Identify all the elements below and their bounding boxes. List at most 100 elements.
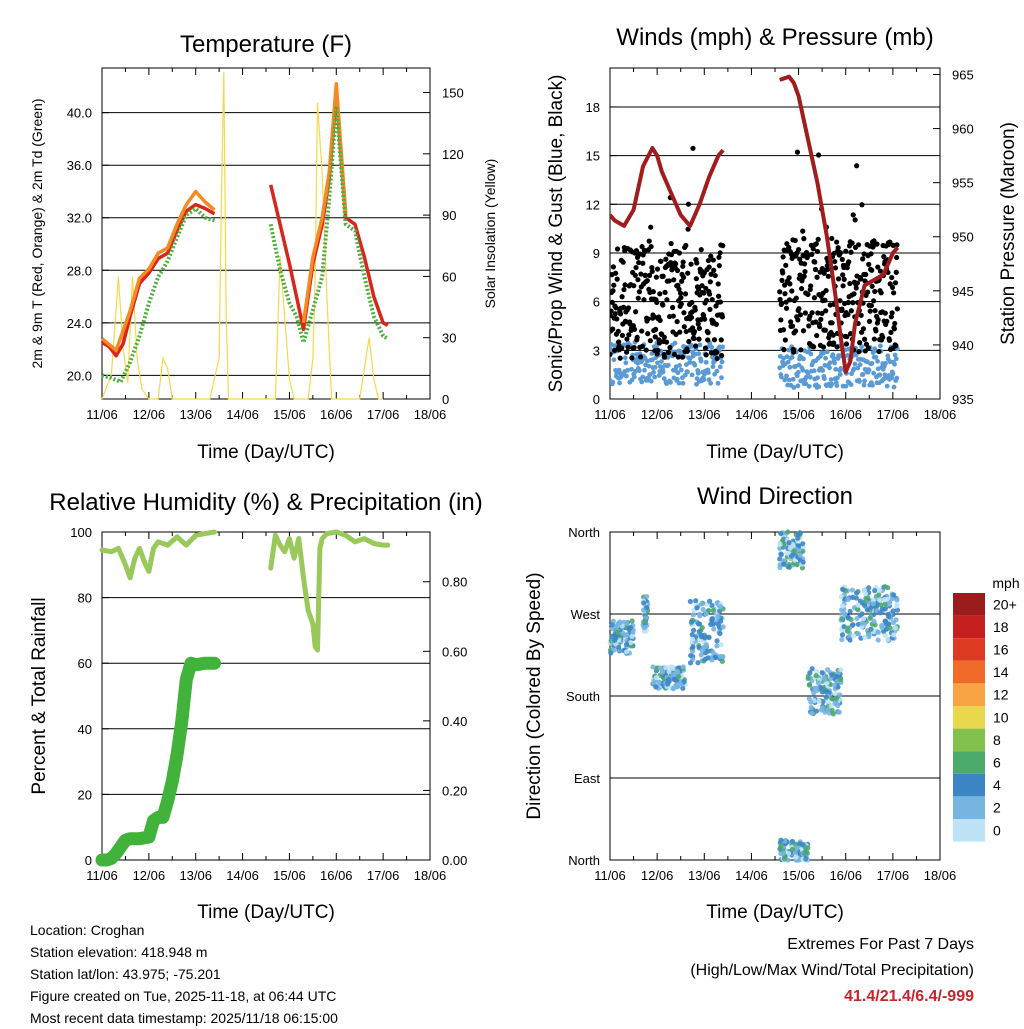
wind-speed-point xyxy=(820,350,826,356)
winds-ytick-label: 0 xyxy=(593,392,600,407)
wind-speed-point xyxy=(816,384,822,390)
wind-gust-point xyxy=(786,275,792,281)
wind-speed-point xyxy=(795,383,801,389)
wind-direction-point xyxy=(882,596,888,603)
wind-speed-point xyxy=(784,373,789,379)
wind-gust-point xyxy=(869,283,875,289)
wind-gust-point xyxy=(683,242,689,249)
wind-direction-point xyxy=(653,684,659,690)
legend-title: mph xyxy=(992,575,1019,591)
wind-gust-point xyxy=(668,259,674,266)
wind-gust-point xyxy=(631,344,637,351)
humidity-xtick-label: 14/06 xyxy=(226,868,259,883)
wind-gust-point xyxy=(822,327,828,333)
wind-direction-point xyxy=(654,675,660,681)
wind-direction-point xyxy=(853,590,860,596)
wind-direction-point xyxy=(703,611,709,617)
wind-gust-point xyxy=(811,344,817,350)
wind-gust-point xyxy=(645,331,651,337)
wind-direction-point xyxy=(714,638,720,644)
winds-xtick-label: 11/06 xyxy=(594,407,626,422)
wind_direction-xtick-label: 14/06 xyxy=(735,868,768,883)
wind-gust-point xyxy=(646,238,652,244)
wind-speed-point xyxy=(710,364,716,370)
wind-direction-point xyxy=(623,632,629,638)
wind-gust-point xyxy=(850,212,856,218)
humidity-xtick-label: 17/06 xyxy=(367,868,400,883)
wind-speed-point xyxy=(859,344,865,349)
wind-speed-point xyxy=(677,362,682,368)
wind-speed-point xyxy=(820,368,826,373)
wind-gust-point xyxy=(688,314,695,321)
wind-speed-point xyxy=(629,366,634,372)
wind-gust-point xyxy=(661,334,667,340)
wind-gust-point xyxy=(871,336,877,342)
wind-gust-point xyxy=(648,224,654,230)
wind-gust-point xyxy=(670,313,676,319)
wind-gust-point xyxy=(691,328,698,335)
wind-gust-point xyxy=(889,284,896,290)
wind-gust-point xyxy=(702,345,709,351)
wind-gust-point xyxy=(705,330,711,336)
wind-speed-point xyxy=(647,372,653,377)
temperature-xlabel: Time (Day/UTC) xyxy=(197,442,335,463)
wind-direction-point xyxy=(628,640,634,646)
wind-gust-point xyxy=(886,337,893,343)
legend-swatch xyxy=(953,593,985,616)
wind-direction-point xyxy=(794,562,800,568)
wind-direction-point xyxy=(680,664,686,670)
wind-gust-point xyxy=(782,291,788,297)
temperature-series-line xyxy=(268,104,389,345)
winds-y2tick-label: 950 xyxy=(952,230,974,245)
wind-gust-point xyxy=(619,294,625,300)
legend-label: 2 xyxy=(993,800,1001,816)
wind-gust-point xyxy=(633,309,639,315)
wind-speed-point xyxy=(823,355,828,361)
humidity-y2tick-label: 0.00 xyxy=(442,853,467,868)
wind-direction-point xyxy=(797,530,803,536)
wind-direction-point xyxy=(862,634,868,640)
wind-speed-point xyxy=(714,368,720,374)
wind-speed-point xyxy=(652,374,658,380)
humidity-frame xyxy=(101,531,431,861)
wind-gust-point xyxy=(619,332,626,339)
wind-speed-point xyxy=(827,360,833,366)
wind-speed-point xyxy=(803,374,809,380)
wind-gust-point xyxy=(868,302,874,309)
wind-direction-point xyxy=(819,670,825,676)
wind-direction-point xyxy=(695,621,701,627)
wind-gust-point xyxy=(783,262,789,268)
wind-direction-point xyxy=(854,615,860,622)
wind-gust-point xyxy=(676,250,682,256)
wind-gust-point xyxy=(797,312,804,318)
wind-gust-point xyxy=(676,286,682,292)
wind-gust-point xyxy=(667,344,673,351)
wind-direction-point xyxy=(609,622,615,628)
temperature-series-line xyxy=(301,82,348,324)
wind-gust-point xyxy=(715,281,721,287)
wind-gust-point xyxy=(637,354,644,360)
legend-swatch xyxy=(953,683,985,706)
wind-gust-point xyxy=(809,310,815,316)
winds-xtick-label: 13/06 xyxy=(688,407,721,422)
wind-direction-point xyxy=(845,596,851,602)
wind-gust-point xyxy=(615,328,621,334)
wind-gust-point xyxy=(655,347,661,353)
wind-speed-point xyxy=(828,377,834,382)
wind-speed-point xyxy=(660,369,666,375)
wind-gust-point xyxy=(789,288,795,294)
wind-direction-point xyxy=(842,611,848,617)
wind-gust-point xyxy=(610,299,615,305)
wind-gust-point xyxy=(839,256,845,263)
wind-direction-point xyxy=(781,856,788,862)
wind-direction-point xyxy=(612,637,618,643)
humidity-ytick-label: 80 xyxy=(78,591,92,606)
wind-gust-point xyxy=(891,326,897,332)
wind-direction-point xyxy=(885,636,891,643)
legend-swatch xyxy=(953,773,985,797)
wind-gust-point xyxy=(894,306,900,312)
temperature-ytick-label: 28.0 xyxy=(67,263,92,278)
humidity-series-line xyxy=(95,656,221,867)
wind-direction-point xyxy=(890,619,897,626)
wind-gust-point xyxy=(887,239,893,245)
